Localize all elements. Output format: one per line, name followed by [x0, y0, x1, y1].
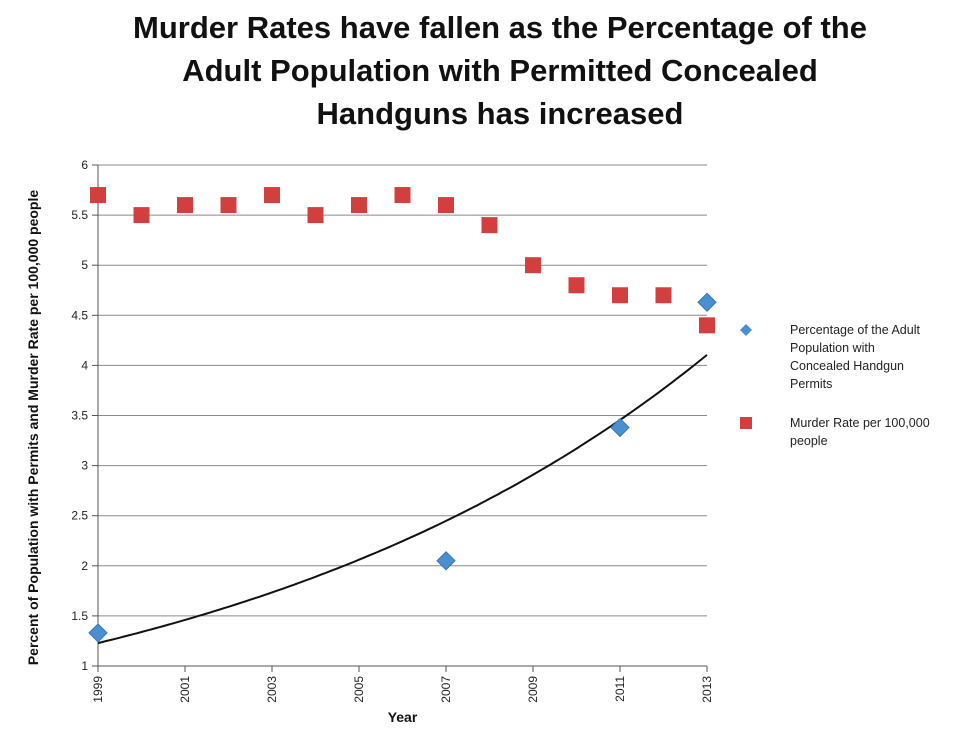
permit-percentage-point — [436, 551, 456, 571]
permits-trendline — [97, 354, 708, 645]
murder-rate-point — [220, 197, 237, 214]
x-tick-label: 2003 — [265, 676, 279, 703]
chart-title-line-3: Handguns has increased — [316, 96, 684, 131]
chart-title-line-2: Adult Population with Permitted Conceale… — [182, 53, 818, 88]
axes — [92, 164, 708, 672]
y-tick-label: 4 — [81, 358, 88, 372]
murder-rate-point — [568, 277, 585, 294]
legend-permits-marker — [740, 324, 752, 336]
y-tick-label: 1.5 — [71, 609, 88, 623]
x-axis-title: Year — [388, 709, 418, 725]
legend-permits-label: Concealed Handgun — [790, 359, 904, 373]
y-tick-label: 3 — [81, 459, 88, 473]
legend-murder-label: Murder Rate per 100,000 — [790, 416, 930, 430]
permit-percentage-point — [88, 623, 108, 643]
y-axis-title: Percent of Population with Permits and M… — [25, 190, 41, 666]
legend-murder-label: people — [790, 434, 828, 448]
legend-murder-marker — [740, 417, 752, 429]
chart-title: Murder Rates have fallen as the Percenta… — [0, 6, 956, 135]
legend-permits-label: Permits — [790, 377, 832, 391]
y-tick-label: 5 — [81, 258, 88, 272]
legend-permits-label: Population with — [790, 341, 875, 355]
murder-rate-point — [481, 217, 498, 234]
murder-rate-point — [699, 317, 715, 334]
y-tick-label: 2.5 — [71, 509, 88, 523]
x-tick-label: 1999 — [91, 676, 105, 703]
murder-rate-point — [133, 207, 150, 224]
x-tick-label: 2001 — [178, 676, 192, 703]
x-tick-label: 2011 — [613, 676, 627, 702]
x-tick-label: 2013 — [700, 676, 714, 703]
legend-permits-label: Percentage of the Adult — [790, 323, 920, 337]
y-tick-label: 6 — [81, 158, 88, 172]
tick-labels: 1 1.5 2 2.5 3 3.5 4 4.5 5 5.5 6 1999 2001 2003 2005 200… — [71, 158, 714, 703]
x-tick-label: 2007 — [439, 676, 453, 703]
murder-rate-point — [438, 197, 454, 214]
y-tick-label: 2 — [81, 559, 88, 573]
x-tick-label: 2005 — [352, 676, 366, 703]
murder-rate-point — [307, 207, 324, 224]
murder-rate-point — [264, 187, 280, 204]
y-tick-label: 1 — [81, 659, 88, 673]
y-tick-label: 4.5 — [71, 308, 88, 322]
murder-rate-point — [90, 187, 106, 204]
data-marks — [88, 187, 717, 643]
murder-rate-point — [655, 287, 672, 304]
legend: Percentage of the Adult Population with Co… — [740, 323, 930, 448]
permit-percentage-point — [610, 417, 630, 438]
gridlines — [98, 164, 707, 667]
permit-percentage-point — [697, 292, 717, 312]
murder-rate-point — [177, 197, 193, 214]
x-tick-label: 2009 — [526, 676, 540, 703]
murder-rate-point — [612, 287, 628, 304]
y-tick-label: 5.5 — [71, 208, 88, 222]
y-tick-label: 3.5 — [71, 409, 88, 423]
murder-rate-point — [351, 197, 367, 214]
chart-title-line-1: Murder Rates have fallen as the Percenta… — [133, 10, 867, 45]
murder-rate-point — [525, 257, 541, 274]
murder-rate-point — [394, 187, 411, 204]
trendline — [97, 354, 708, 645]
